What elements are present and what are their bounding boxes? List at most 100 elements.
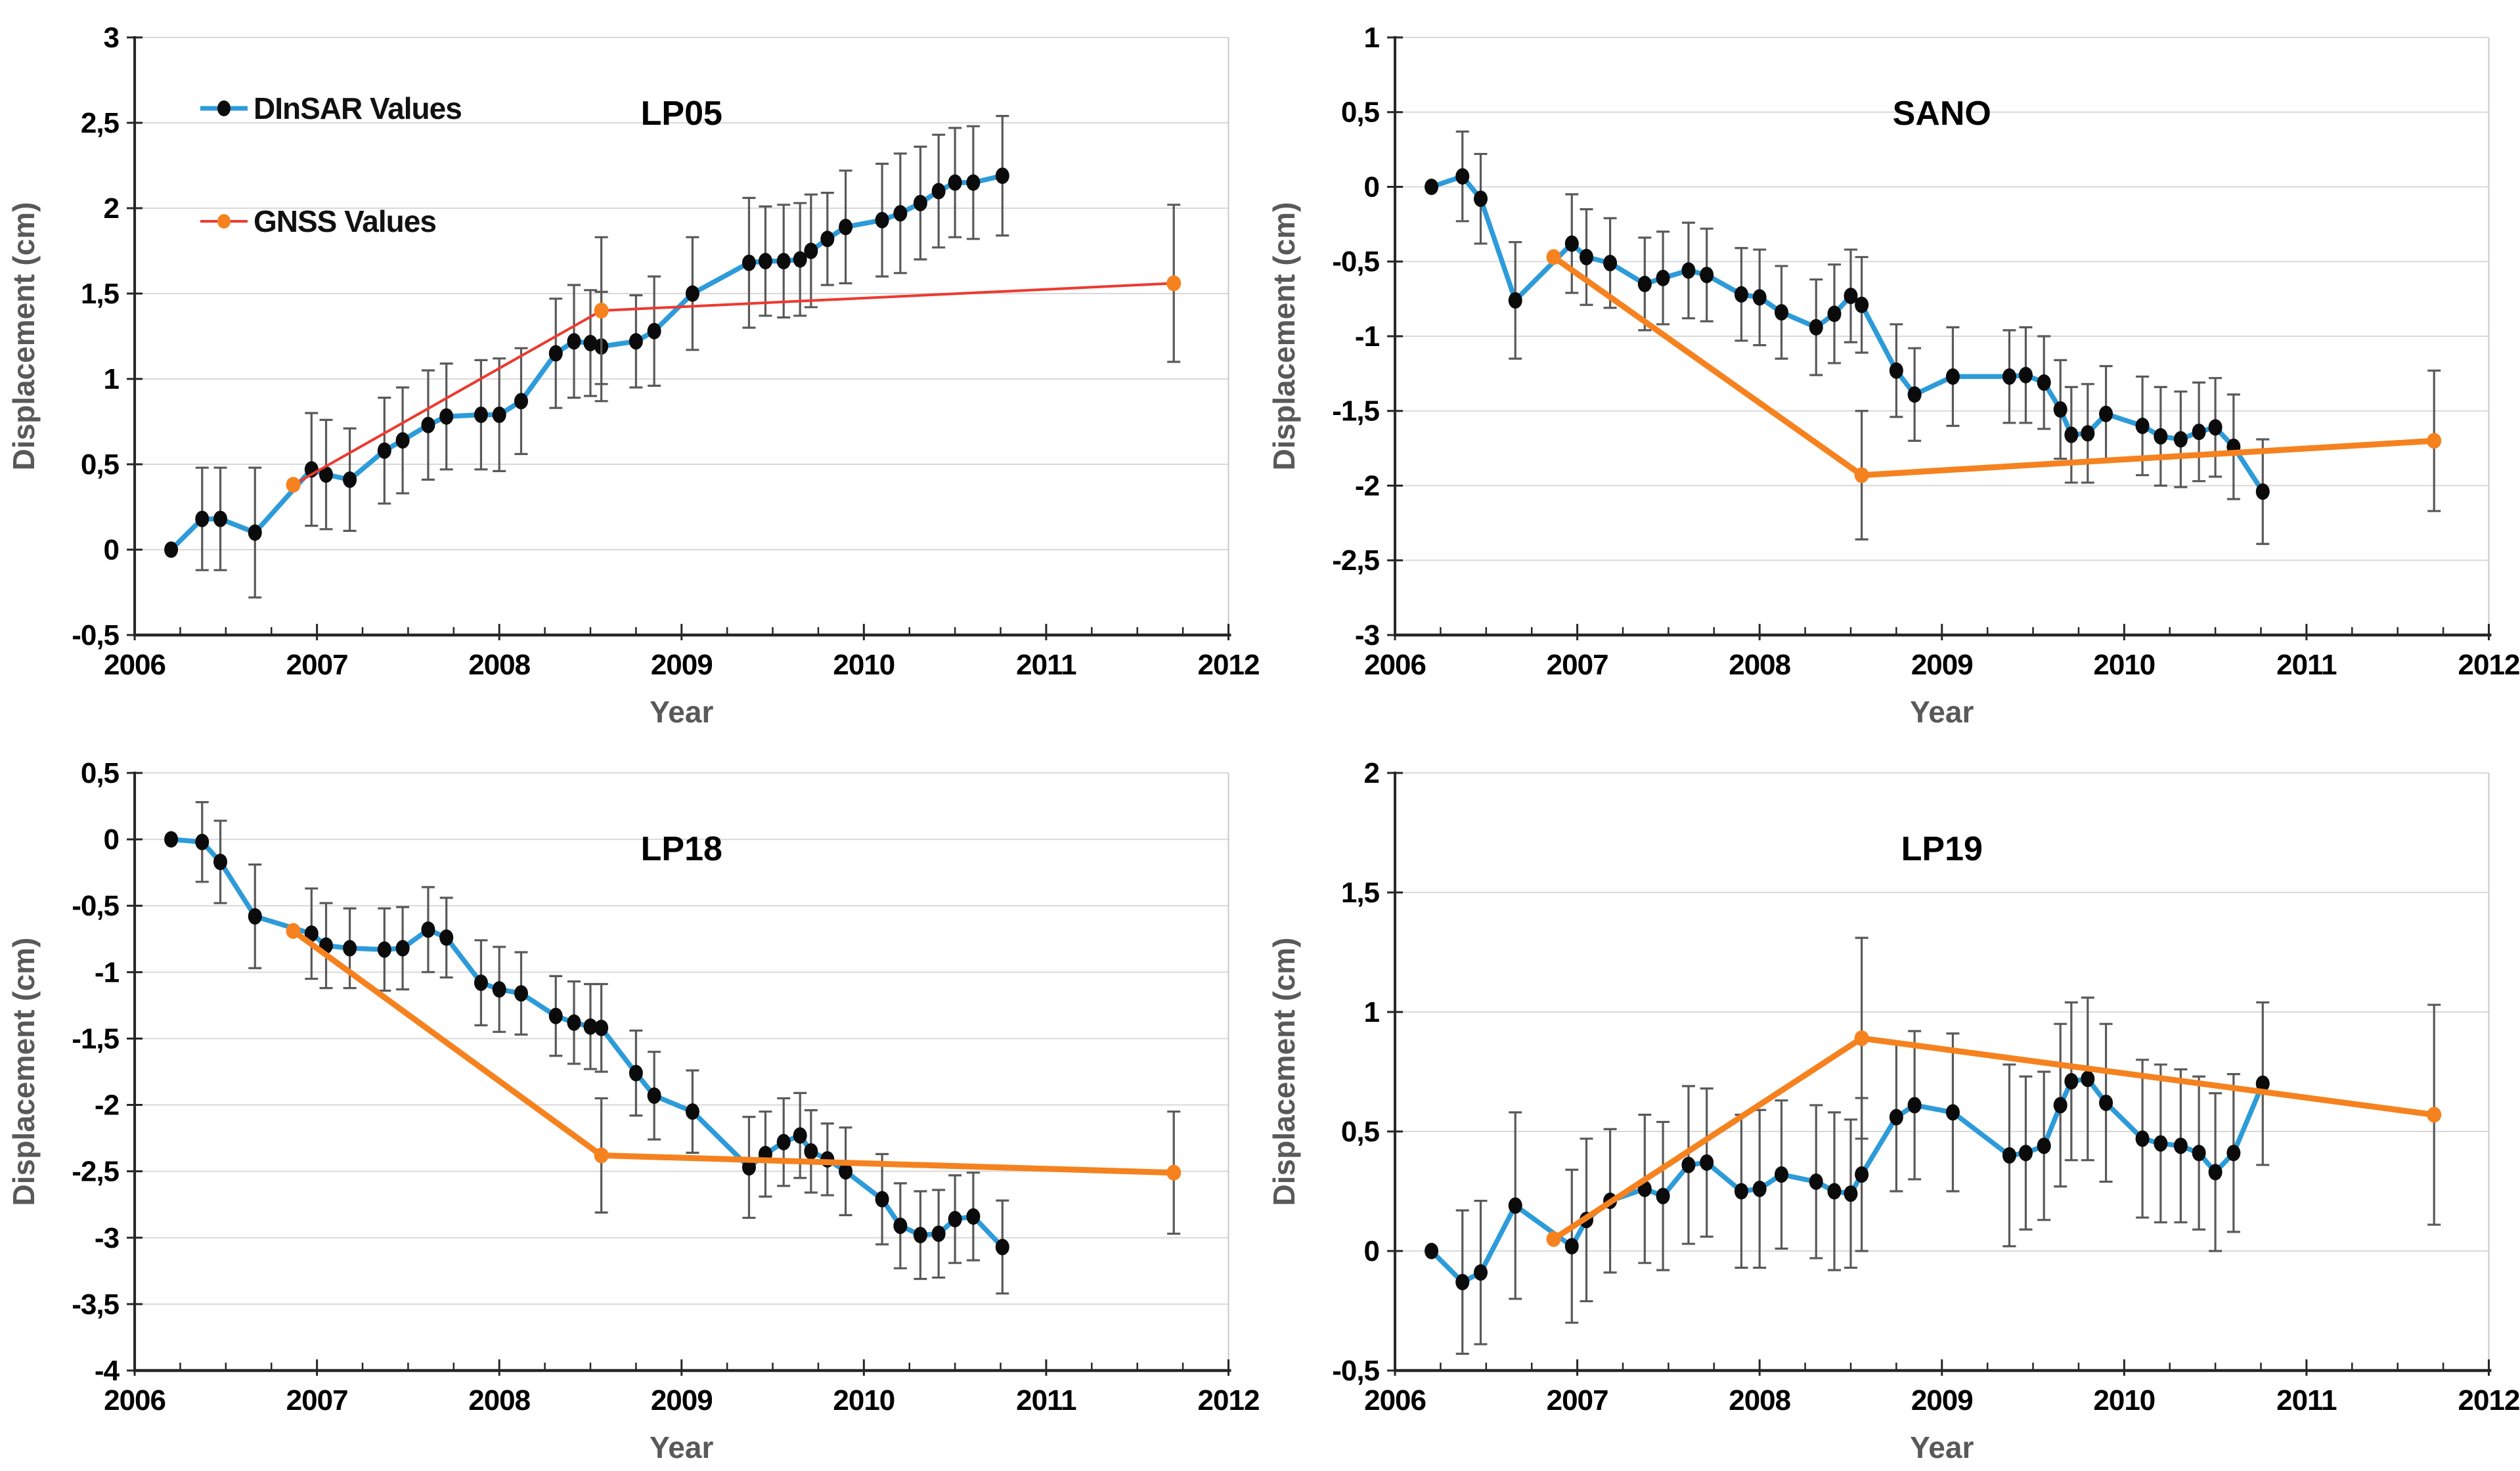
chart-title: LP05 [641,95,722,133]
x-tick-label: 2009 [651,649,713,681]
y-tick-label: -0,5 [72,619,119,651]
sano-chart: -3 -2,5 -2 -1,5 -1 -0,5 0 0,5 1 2006 2007 2008 2009 2… [1267,22,2520,729]
y-tick-label: 1 [1363,22,1379,54]
gnss-series [1546,936,2441,1247]
axes: -3 -2,5 -2 -1,5 -1 -0,5 0 0,5 1 2006 2007 2008 2009 2… [1332,22,2520,681]
y-tick-label: -3,5 [72,1288,119,1321]
gnss-series [286,923,1182,1235]
y-tick-label: -4 [95,1355,120,1387]
legend-item-gnss: GNSS Values [198,204,462,239]
y-tick-label: -2 [95,1089,119,1122]
y-tick-label: -3 [1354,619,1379,651]
y-tick-label: -1,5 [1332,395,1379,428]
y-axis-label: Displacement (cm) [7,938,41,1206]
gridlines [1394,37,2489,635]
y-tick-label: 2 [1363,757,1379,789]
x-tick-label: 2011 [1016,649,1076,681]
chart-title: SANO [1892,95,1991,133]
y-tick-label: 0,5 [81,449,120,481]
gnss-series [286,204,1182,493]
y-tick-label: -1 [1354,320,1379,353]
y-tick-label: 0 [104,823,119,856]
x-tick-label: 2007 [286,649,348,681]
gnss-series [1546,249,2441,541]
gnss-swatch-icon [200,214,248,229]
x-tick-label: 2008 [1729,649,1790,681]
y-tick-label: 0 [1363,1235,1379,1267]
y-tick-label: 1 [1363,996,1379,1028]
y-tick-label: 1,5 [81,278,120,310]
lp19-chart: -0,5 0 0,5 1 1,5 2 2006 2007 2008 2009 2010 2011 201… [1267,757,2520,1464]
x-tick-label: 2011 [2276,1384,2337,1416]
x-tick-label: 2010 [2093,1384,2155,1416]
chart-title: LP18 [641,830,722,868]
y-tick-label: -1,5 [72,1022,119,1055]
x-tick-label: 2009 [1911,649,1972,681]
y-tick-label: -0,5 [72,890,119,922]
y-axis-label: Displacement (cm) [1267,202,1301,471]
x-tick-label: 2007 [286,1384,348,1416]
x-tick-label: 2012 [1198,649,1260,681]
y-tick-label: 0,5 [1340,1116,1379,1148]
x-tick-label: 2011 [2276,649,2337,681]
legend-label-gnss: GNSS Values [254,204,437,238]
axes: -0,5 0 0,5 1 1,5 2 2006 2007 2008 2009 2010 2011 201… [1332,757,2520,1416]
gridlines [135,37,1229,635]
x-tick-label: 2007 [1546,649,1608,681]
x-tick-label: 2010 [2093,649,2155,681]
x-tick-label: 2006 [104,1384,166,1416]
legend: DInSAR Values GNSS Values [198,91,462,239]
y-tick-label: -3 [95,1222,119,1254]
x-axis-label: Year [1910,1430,1974,1464]
panel-lp19: -0,5 0 0,5 1 1,5 2 2006 2007 2008 2009 2010 2011 201… [1260,736,2520,1471]
x-tick-label: 2006 [1364,1384,1426,1416]
dinsar-series [1424,130,2270,545]
chart-title: LP19 [1901,830,1982,868]
x-tick-label: 2008 [1729,1384,1790,1416]
y-tick-label: 0 [104,534,119,566]
y-axis-label: Displacement (cm) [7,202,41,471]
x-tick-label: 2007 [1546,1384,1608,1416]
y-tick-label: 1,5 [1340,877,1379,909]
y-tick-label: 0 [1363,171,1379,204]
y-tick-label: 1 [104,363,120,395]
legend-item-dinsar: DInSAR Values [198,91,462,126]
x-tick-label: 2012 [2458,1384,2519,1416]
x-tick-label: 2006 [1364,649,1426,681]
x-tick-label: 2008 [468,1384,530,1416]
y-tick-label: 3 [104,22,119,54]
x-tick-label: 2008 [468,649,530,681]
x-tick-label: 2011 [1016,1384,1076,1416]
axes: -0,5 0 0,5 1 1,5 2 2,5 3 2006 2007 2008 2009 2010 201… [72,22,1260,681]
axes: -4 -3,5 -3 -2,5 -2 -1,5 -1 -0,5 0 0,5 2006 2007 2008… [72,757,1260,1416]
dinsar-swatch-icon [200,100,248,116]
panel-lp18: -4 -3,5 -3 -2,5 -2 -1,5 -1 -0,5 0 0,5 2006 2007 2008… [0,736,1260,1471]
lp05-chart: -0,5 0 0,5 1 1,5 2 2,5 3 2006 2007 2008 2009 2010 201… [7,22,1260,729]
y-tick-label: 2,5 [81,107,120,139]
x-tick-label: 2006 [104,649,166,681]
panel-sano: -3 -2,5 -2 -1,5 -1 -0,5 0 0,5 1 2006 2007 2008 2009 2… [1260,0,2520,736]
x-tick-label: 2009 [651,1384,713,1416]
x-tick-label: 2009 [1911,1384,1972,1416]
panel-lp05: -0,5 0 0,5 1 1,5 2 2,5 3 2006 2007 2008 2009 2010 201… [0,0,1260,736]
x-tick-label: 2010 [833,1384,895,1416]
legend-label-dinsar: DInSAR Values [254,91,462,125]
lp18-chart: -4 -3,5 -3 -2,5 -2 -1,5 -1 -0,5 0 0,5 2006 2007 2008… [7,757,1260,1464]
y-tick-label: 2 [104,192,119,225]
x-tick-label: 2010 [833,649,895,681]
y-tick-label: -0,5 [1332,1355,1379,1387]
y-tick-label: 0,5 [1340,97,1379,129]
dinsar-series [164,801,1009,1295]
x-tick-label: 2012 [2458,649,2519,681]
x-axis-label: Year [650,1430,713,1464]
y-tick-label: -2,5 [72,1156,119,1188]
y-tick-label: -2 [1354,470,1379,502]
y-tick-label: -1 [95,956,120,988]
y-tick-label: -2,5 [1332,544,1379,577]
x-axis-label: Year [650,695,713,729]
y-axis-label: Displacement (cm) [1267,938,1301,1206]
x-axis-label: Year [1910,695,1974,729]
y-tick-label: -0,5 [1332,246,1379,278]
x-tick-label: 2012 [1198,1384,1260,1416]
